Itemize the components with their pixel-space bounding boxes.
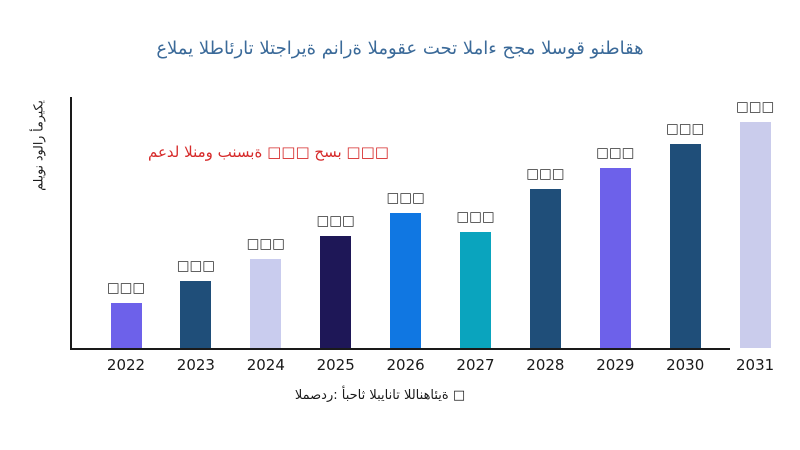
chart-title: عالمي الطائرات التجارية منارة الموقع تحت… [156, 38, 644, 59]
bar-2023 [180, 281, 212, 348]
bar-2024 [250, 259, 282, 348]
x-tick-2024: 2024 [246, 356, 285, 374]
x-tick-2023: 2023 [176, 356, 215, 374]
bar-value-label-2029: □□□ [596, 145, 635, 161]
x-tick-2027: 2027 [456, 356, 495, 374]
bar-value-label-2028: □□□ [526, 166, 565, 182]
bar-2026 [390, 213, 422, 348]
growth-rate-annotation: معدل النمو بنسبة □□□ حسب □□□ [148, 143, 389, 161]
bar-value-label-2023: □□□ [176, 258, 216, 274]
bar-value-label-2030: □□□ [666, 121, 705, 137]
x-tick-2028: 2028 [526, 356, 565, 374]
bar-value-label-2022: □□□ [106, 280, 146, 296]
bar-2027 [460, 232, 491, 348]
bar-2025 [320, 236, 352, 348]
bar-value-label-2026: □□□ [386, 190, 425, 206]
plot-area: □□□ 2022 □□□ 2023 □□□ 2024 □□□ 2025 □□□ 2026 □□□ 20… [70, 97, 780, 374]
bar-2031 [739, 122, 771, 348]
bar-2028 [529, 189, 561, 348]
bar-2030 [669, 144, 701, 348]
bar-value-label-2027: □□□ [456, 209, 495, 225]
bar-value-label-2025: □□□ [316, 213, 355, 229]
bar-value-label-2024: □□□ [246, 236, 285, 252]
x-axis-line [70, 348, 730, 350]
x-tick-2031: 2031 [736, 356, 775, 374]
bar-2022 [110, 303, 142, 348]
x-tick-2025: 2025 [316, 356, 355, 374]
bar-2029 [599, 168, 631, 348]
x-tick-2029: 2029 [596, 356, 635, 374]
y-axis-line [70, 97, 72, 350]
x-tick-2022: 2022 [106, 356, 146, 374]
x-tick-2026: 2026 [386, 356, 425, 374]
bar-value-label-2031: □□□ [735, 99, 775, 115]
x-tick-2030: 2030 [666, 356, 705, 374]
source-caption: المصدر: أبحاث البيانات اللانهائية □ [294, 388, 466, 403]
y-axis-label: مليون دولار أمريكي [30, 100, 46, 191]
